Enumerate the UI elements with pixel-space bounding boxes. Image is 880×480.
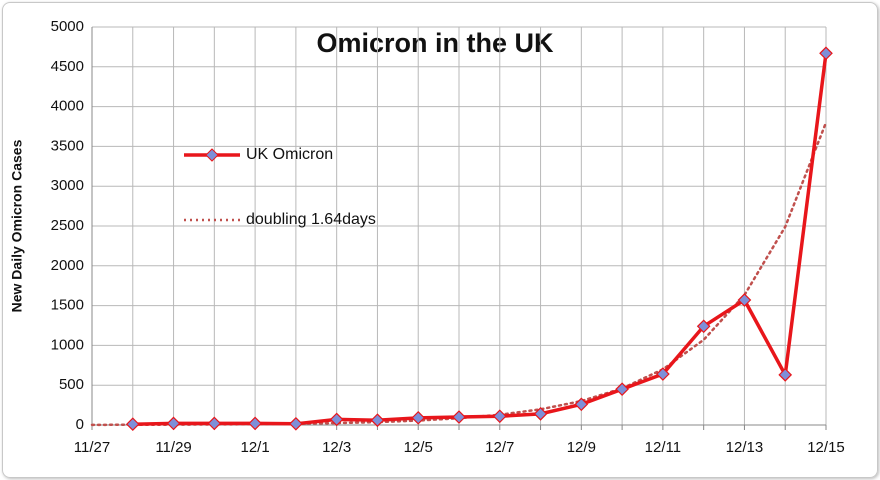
y-tick-label: 3500	[51, 137, 84, 154]
data-point	[819, 46, 833, 61]
data-point	[656, 367, 670, 381]
series-line	[131, 51, 828, 426]
data-point	[615, 382, 629, 397]
data-point	[533, 407, 548, 421]
y-axis-label: New Daily Omicron Cases	[9, 139, 25, 312]
data-point	[166, 416, 181, 431]
x-tick-label: 12/1	[241, 439, 270, 456]
x-tick-label: 12/3	[322, 439, 351, 456]
data-point	[248, 416, 262, 431]
x-tick-label: 11/27	[74, 439, 110, 456]
data-point	[696, 319, 711, 334]
data-point	[125, 417, 140, 432]
y-tick-label: 500	[59, 376, 84, 393]
y-tick-label: 2000	[51, 257, 84, 274]
y-tick-label: 4000	[51, 98, 84, 115]
x-tick-label: 11/29	[155, 439, 191, 456]
x-tick-label: 12/5	[404, 439, 433, 456]
y-tick-label: 2500	[51, 217, 84, 234]
data-point	[737, 293, 752, 307]
data-point	[492, 409, 507, 424]
x-tick-label: 12/9	[567, 439, 596, 456]
x-tick-label: 12/11	[645, 439, 681, 456]
data-point	[452, 410, 466, 424]
legend-label: doubling 1.64days	[246, 211, 376, 228]
data-point	[411, 410, 426, 425]
x-tick-label: 12/7	[485, 439, 514, 456]
data-point	[370, 413, 385, 428]
y-tick-label: 3000	[51, 177, 84, 194]
chart-title: Omicron in the UK	[316, 28, 554, 58]
y-tick-label: 5000	[51, 18, 84, 35]
legend-marker	[205, 148, 219, 162]
data-point	[574, 397, 589, 412]
y-tick-label: 1500	[51, 297, 84, 314]
data-point	[289, 416, 303, 431]
y-tick-label: 1000	[51, 336, 84, 353]
legend-label: UK Omicron	[246, 146, 333, 163]
data-point	[329, 412, 344, 427]
y-tick-label: 4500	[51, 58, 84, 75]
y-tick-label: 0	[76, 416, 84, 433]
x-tick-label: 12/15	[807, 439, 845, 456]
x-tick-label: 12/13	[726, 439, 764, 456]
data-point	[778, 368, 793, 382]
data-point	[207, 416, 222, 431]
